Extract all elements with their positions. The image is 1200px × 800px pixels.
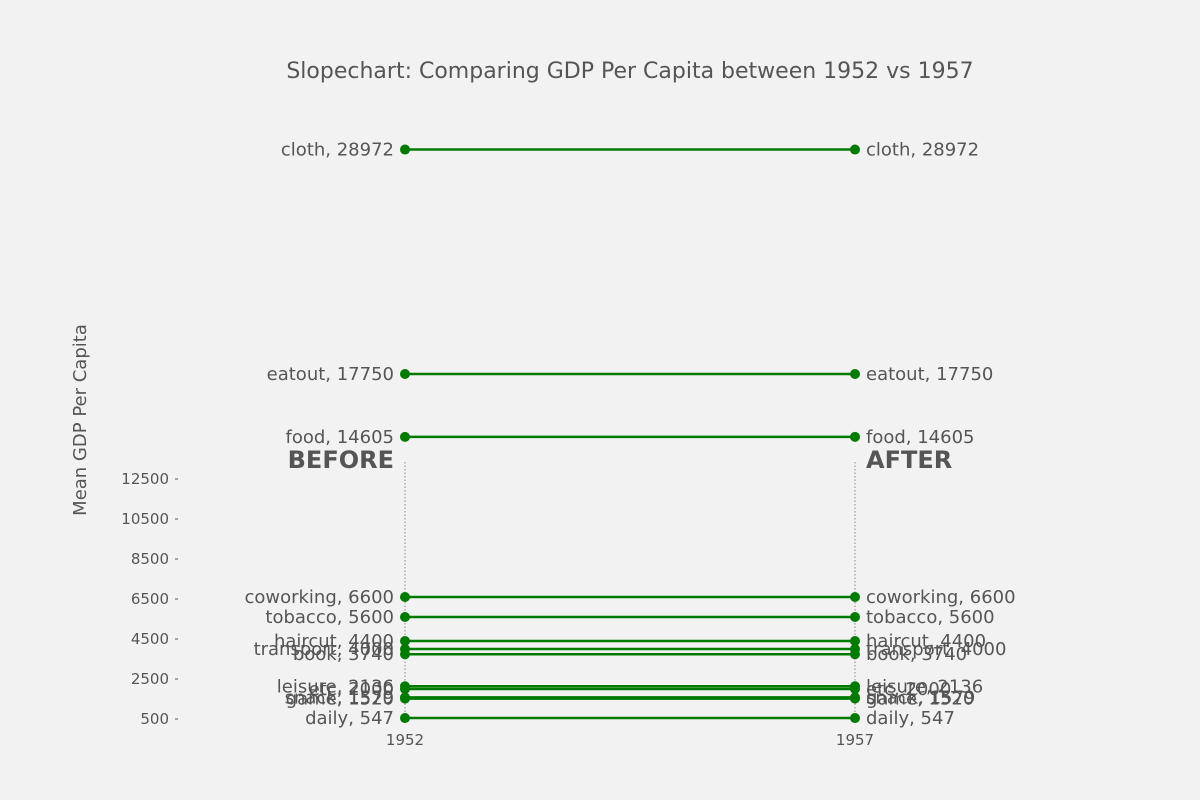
- label-after-food: food, 14605: [866, 427, 975, 448]
- y-axis-label: Mean GDP Per Capita: [70, 324, 91, 516]
- label-after-game: game, 1520: [866, 689, 974, 710]
- point-before-daily: [400, 713, 410, 723]
- label-after-book: book, 3740: [866, 644, 967, 665]
- point-after-cloth: [850, 145, 860, 155]
- label-before-daily: daily, 547: [305, 708, 394, 729]
- y-tick-label: 12500: [121, 470, 169, 488]
- point-before-book: [400, 649, 410, 659]
- y-tick-label: 10500: [121, 510, 169, 528]
- label-before-eatout: eatout, 17750: [267, 364, 394, 385]
- point-after-game: [850, 694, 860, 704]
- label-before-cloth: cloth, 28972: [281, 140, 394, 161]
- label-after-tobacco: tobacco, 5600: [866, 607, 995, 628]
- y-tick-label: 8500: [131, 550, 169, 568]
- point-before-eatout: [400, 369, 410, 379]
- point-after-coworking: [850, 592, 860, 602]
- label-after-coworking: coworking, 6600: [866, 587, 1016, 608]
- point-after-daily: [850, 713, 860, 723]
- point-after-book: [850, 649, 860, 659]
- point-before-cloth: [400, 145, 410, 155]
- point-before-coworking: [400, 592, 410, 602]
- label-before-book: book, 3740: [293, 644, 394, 665]
- label-after-eatout: eatout, 17750: [866, 364, 993, 385]
- y-tick-label: 500: [140, 710, 169, 728]
- point-before-game: [400, 694, 410, 704]
- point-after-food: [850, 432, 860, 442]
- y-tick-label: 6500: [131, 590, 169, 608]
- chart-title: Slopechart: Comparing GDP Per Capita bet…: [286, 59, 973, 84]
- point-before-tobacco: [400, 612, 410, 622]
- point-before-food: [400, 432, 410, 442]
- label-before-tobacco: tobacco, 5600: [265, 607, 394, 628]
- label-before-game: game, 1520: [286, 689, 394, 710]
- label-before-coworking: coworking, 6600: [244, 587, 394, 608]
- before-header: BEFORE: [288, 446, 394, 474]
- y-tick-label: 4500: [131, 630, 169, 648]
- x-tick-label: 1957: [836, 731, 874, 749]
- label-before-food: food, 14605: [286, 427, 395, 448]
- label-after-cloth: cloth, 28972: [866, 140, 979, 161]
- x-tick-label: 1952: [386, 731, 424, 749]
- y-tick-label: 2500: [131, 670, 169, 688]
- after-header: AFTER: [866, 446, 952, 474]
- label-after-daily: daily, 547: [866, 708, 955, 729]
- point-after-eatout: [850, 369, 860, 379]
- point-after-tobacco: [850, 612, 860, 622]
